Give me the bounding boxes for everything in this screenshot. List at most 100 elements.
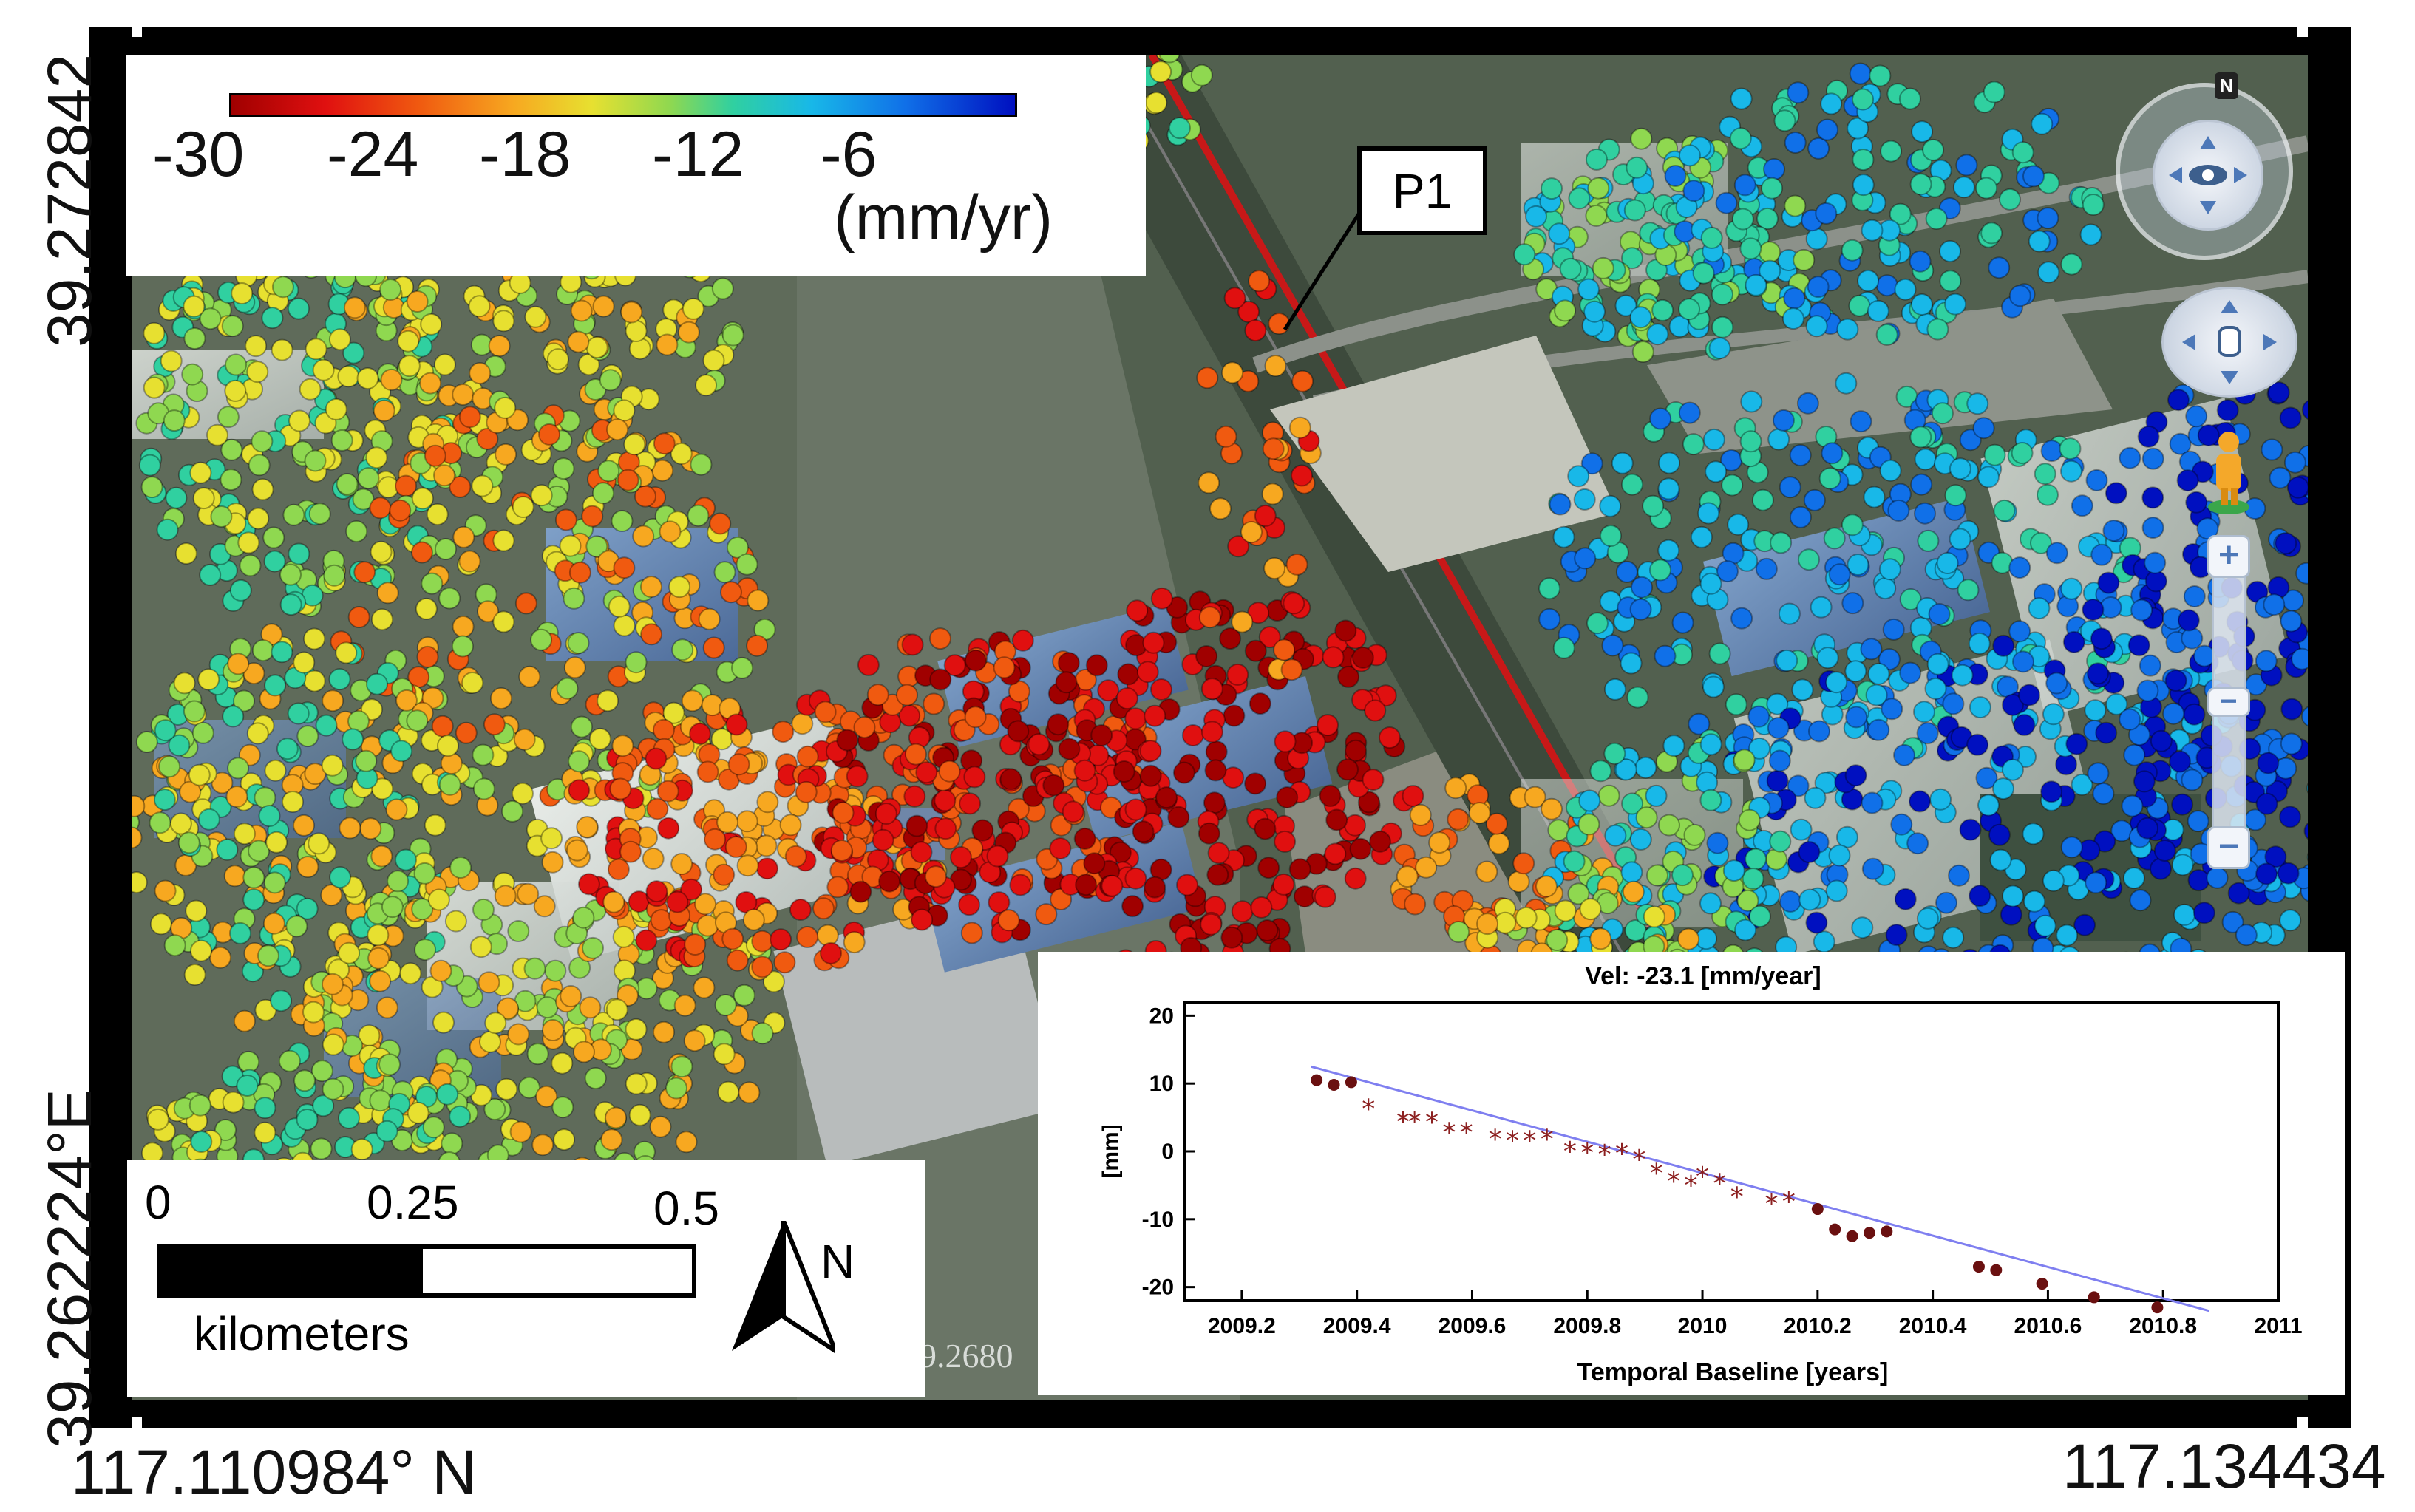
ps-point — [1778, 602, 1801, 625]
ps-point — [399, 962, 422, 985]
ps-point — [2206, 866, 2229, 889]
ps-point — [149, 913, 172, 936]
ps-point — [1835, 372, 1858, 395]
ps-point — [1512, 852, 1535, 875]
ps-point — [1942, 926, 1965, 949]
ps-point — [1841, 514, 1864, 537]
ps-point — [437, 735, 459, 757]
ps-point — [179, 780, 202, 803]
ps-point — [1559, 257, 1582, 280]
ps-point — [415, 597, 438, 620]
zoom-out-button[interactable]: − — [2207, 826, 2250, 869]
ps-point — [472, 898, 495, 921]
ps-point — [507, 920, 530, 942]
ps-point — [229, 579, 252, 602]
ps-point — [554, 508, 577, 531]
ps-point — [1711, 283, 1733, 306]
ps-point — [2130, 599, 2153, 622]
ps-point — [1578, 789, 1601, 812]
frame-notch — [2297, 27, 2308, 37]
ps-point — [285, 915, 308, 938]
ps-point — [328, 328, 351, 351]
ps-point — [1168, 117, 1191, 140]
ps-point — [416, 645, 439, 668]
ps-point — [1196, 367, 1219, 389]
ps-point — [421, 572, 444, 595]
ps-point — [1604, 824, 1627, 847]
ps-point — [546, 348, 569, 371]
ps-point — [1599, 494, 1622, 517]
north-label: N — [821, 1235, 855, 1288]
ps-point — [789, 899, 812, 921]
x-tick-label: 2010 — [1678, 1314, 1728, 1338]
ps-point — [584, 378, 607, 401]
ps-point — [336, 473, 359, 495]
ps-point — [472, 777, 495, 800]
ps-point — [857, 653, 880, 676]
ps-point — [682, 297, 704, 320]
ps-point — [1240, 521, 1263, 543]
satellite-map[interactable] — [132, 55, 2308, 1400]
ps-point — [726, 949, 749, 972]
ps-point — [1796, 392, 1819, 415]
ps-point — [2013, 714, 2036, 736]
ps-point — [2279, 806, 2301, 828]
zoom-in-button[interactable]: + — [2207, 535, 2250, 578]
ps-point — [625, 1072, 648, 1095]
ps-point — [736, 553, 758, 576]
data-point: * — [1615, 1139, 1628, 1169]
frame-left — [89, 27, 132, 1428]
ps-point — [251, 639, 274, 662]
ps-point — [2040, 780, 2063, 803]
ps-point — [717, 1080, 740, 1103]
pegman-icon[interactable] — [2203, 429, 2255, 517]
ps-point — [254, 998, 277, 1021]
ps-point — [438, 587, 461, 610]
ps-point — [1563, 850, 1586, 873]
ps-point — [568, 779, 591, 802]
ps-point — [2022, 823, 2045, 845]
ps-point — [1276, 786, 1299, 808]
ps-point — [677, 321, 700, 344]
ps-point — [964, 706, 987, 729]
ps-point — [310, 1060, 333, 1083]
ps-point — [177, 831, 200, 854]
ps-point — [1626, 686, 1649, 709]
ps-point — [2279, 406, 2302, 429]
ps-point — [597, 689, 619, 712]
ps-point — [1779, 476, 1801, 499]
ps-point — [2277, 862, 2300, 885]
ps-point — [509, 1120, 532, 1143]
ps-point — [751, 956, 774, 978]
ps-point — [535, 1085, 558, 1108]
ps-point — [1816, 647, 1839, 670]
ps-point — [2227, 882, 2250, 905]
ps-point — [197, 668, 220, 691]
ps-point — [1820, 92, 1843, 115]
ps-point — [1592, 256, 1614, 279]
ps-point — [411, 487, 434, 510]
ps-point — [1057, 652, 1080, 675]
ps-point — [192, 487, 215, 510]
ps-point — [371, 608, 393, 631]
ps-point — [1357, 791, 1380, 814]
ps-point — [2144, 570, 2167, 593]
ps-point — [1692, 262, 1715, 285]
ps-point — [1250, 896, 1273, 919]
ps-point — [1124, 867, 1147, 890]
ps-point — [158, 755, 181, 778]
ps-point — [468, 295, 491, 318]
ps-point — [1634, 756, 1657, 779]
ps-point — [278, 1049, 301, 1072]
ps-point — [625, 651, 648, 674]
ps-point — [1629, 598, 1652, 621]
ps-point — [1969, 885, 1991, 907]
ps-point — [494, 396, 517, 419]
ps-point — [1244, 639, 1267, 662]
ps-point — [736, 854, 759, 877]
ps-point — [2221, 910, 2244, 933]
zoom-slider-thumb[interactable]: − — [2207, 687, 2250, 717]
ps-point — [518, 1076, 540, 1099]
ps-point — [1867, 662, 1890, 685]
ps-point — [183, 295, 206, 318]
